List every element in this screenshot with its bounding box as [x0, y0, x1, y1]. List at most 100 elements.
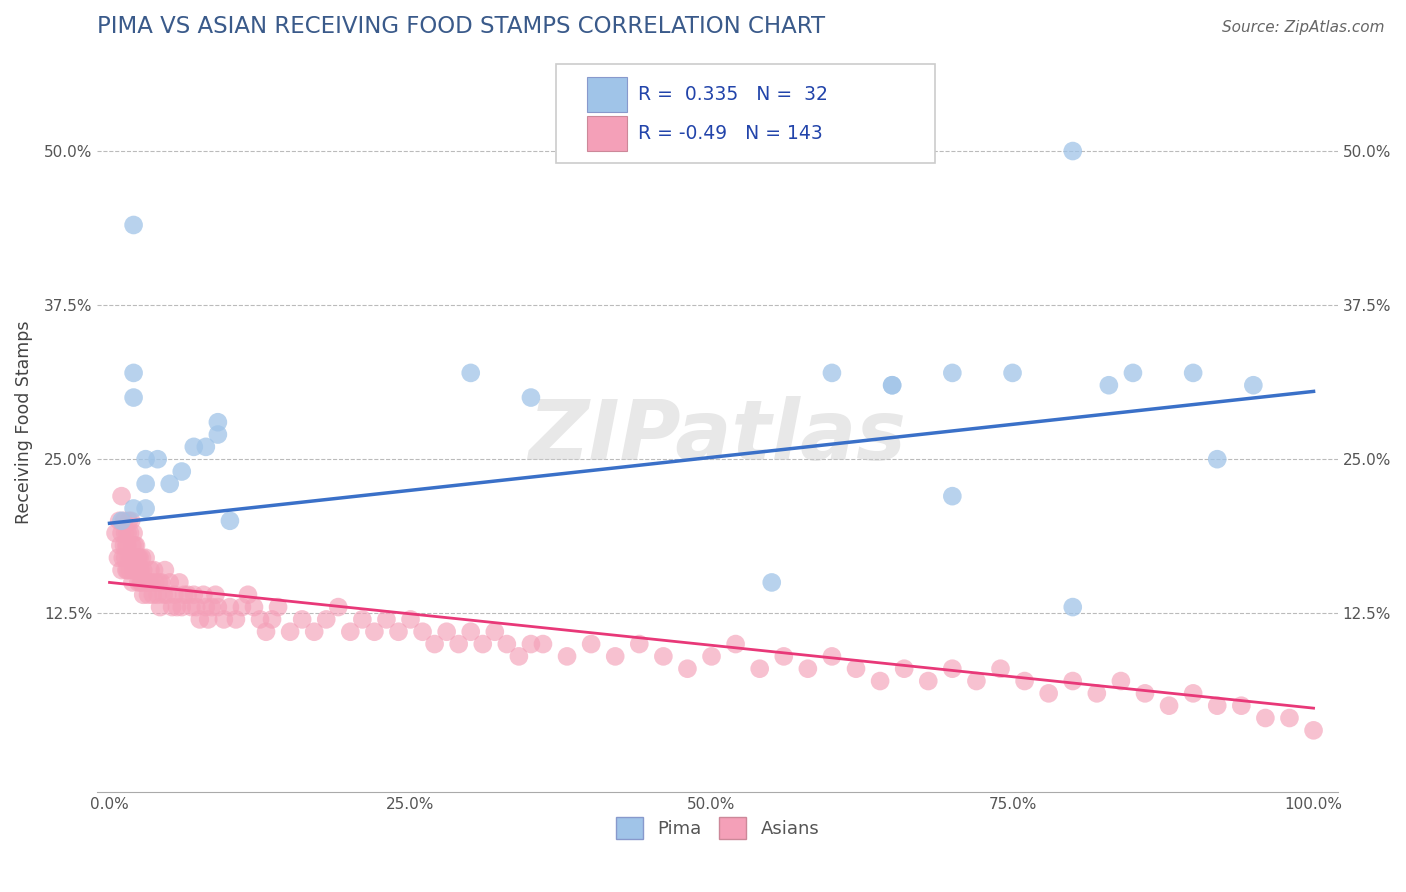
Point [399, 612, 422, 626]
Point [1230, 698, 1253, 713]
Point [555, 649, 578, 664]
Point [676, 662, 699, 676]
Point [352, 612, 374, 626]
Point [122, 218, 145, 232]
Point [122, 391, 145, 405]
Point [177, 588, 200, 602]
Point [748, 662, 770, 676]
Point [1254, 711, 1277, 725]
Point [146, 452, 169, 467]
Text: Source: ZipAtlas.com: Source: ZipAtlas.com [1222, 20, 1385, 35]
Point [1133, 686, 1156, 700]
Point [1038, 686, 1060, 700]
Point [166, 600, 188, 615]
Legend: Pima, Asians: Pima, Asians [609, 809, 827, 846]
Point [125, 539, 148, 553]
Point [148, 575, 170, 590]
Point [117, 563, 139, 577]
Point [460, 366, 482, 380]
Point [117, 539, 139, 553]
Point [110, 539, 132, 553]
Point [135, 575, 157, 590]
Point [183, 588, 205, 602]
Point [1241, 378, 1264, 392]
Point [520, 391, 543, 405]
Point [122, 550, 145, 565]
Point [193, 588, 215, 602]
Point [207, 600, 229, 615]
Point [194, 440, 217, 454]
Point [231, 600, 253, 615]
Point [139, 563, 162, 577]
Point [135, 452, 157, 467]
Point [254, 624, 277, 639]
Point [138, 575, 160, 590]
Point [460, 624, 482, 639]
Point [127, 550, 149, 565]
Point [170, 465, 193, 479]
Point [219, 600, 242, 615]
Point [249, 612, 271, 626]
Point [114, 550, 136, 565]
Point [115, 539, 138, 553]
Point [117, 526, 139, 541]
Point [1122, 366, 1144, 380]
Point [243, 600, 266, 615]
Point [225, 612, 247, 626]
Text: R =  0.335   N =  32: R = 0.335 N = 32 [638, 86, 828, 104]
Point [129, 575, 152, 590]
Point [1206, 452, 1229, 467]
Y-axis label: Receiving Food Stamps: Receiving Food Stamps [15, 320, 32, 524]
Text: R = -0.49   N = 143: R = -0.49 N = 143 [638, 124, 823, 144]
Point [173, 588, 195, 602]
Point [128, 550, 150, 565]
Point [127, 550, 149, 565]
Point [143, 563, 166, 577]
Point [1109, 673, 1132, 688]
Point [120, 550, 142, 565]
Point [990, 662, 1012, 676]
Point [110, 514, 132, 528]
Point [363, 624, 385, 639]
Text: PIMA VS ASIAN RECEIVING FOOD STAMPS CORRELATION CHART: PIMA VS ASIAN RECEIVING FOOD STAMPS CORR… [97, 15, 825, 38]
Point [1278, 711, 1301, 725]
Point [917, 673, 939, 688]
Point [131, 575, 153, 590]
Point [207, 415, 229, 429]
Point [724, 637, 747, 651]
Point [122, 563, 145, 577]
Point [219, 514, 242, 528]
Point [1098, 378, 1121, 392]
Point [204, 588, 226, 602]
Point [110, 489, 132, 503]
Text: ZIPatlas: ZIPatlas [529, 397, 907, 477]
Point [315, 612, 337, 626]
Point [125, 563, 148, 577]
Point [1062, 600, 1084, 615]
Point [135, 550, 157, 565]
Point [159, 476, 181, 491]
Point [146, 588, 169, 602]
Point [579, 637, 602, 651]
Point [150, 575, 173, 590]
Point [122, 501, 145, 516]
Point [132, 588, 155, 602]
Point [375, 612, 398, 626]
Point [120, 514, 142, 528]
Point [207, 427, 229, 442]
Point [882, 378, 904, 392]
FancyBboxPatch shape [588, 77, 627, 112]
Point [291, 612, 314, 626]
Point [484, 624, 506, 639]
Point [131, 550, 153, 565]
Point [111, 550, 134, 565]
Point [112, 514, 135, 528]
Point [104, 526, 127, 541]
Point [121, 539, 143, 553]
Point [170, 600, 193, 615]
Point [278, 624, 301, 639]
Point [236, 588, 259, 602]
Point [163, 588, 186, 602]
Point [821, 366, 844, 380]
Point [124, 563, 146, 577]
